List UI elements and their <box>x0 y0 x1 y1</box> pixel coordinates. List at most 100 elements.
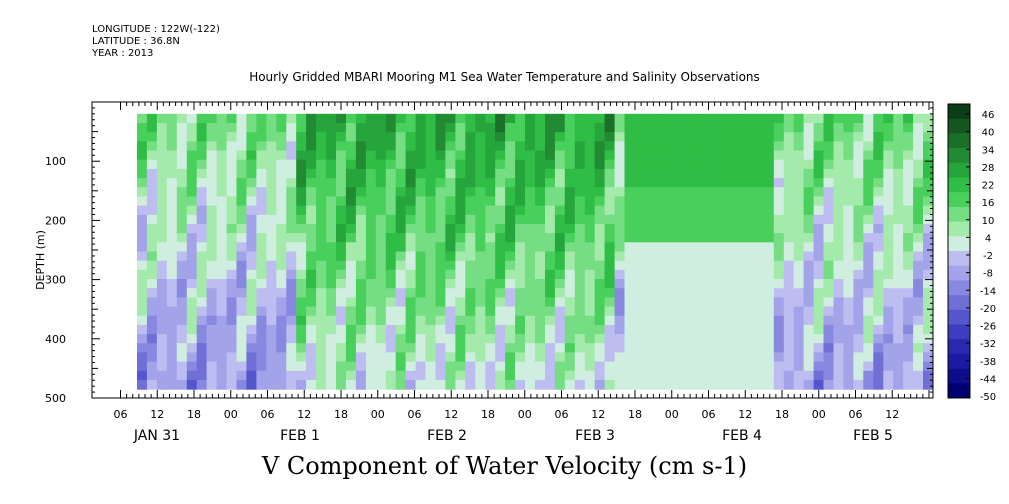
heatmap-cell <box>664 370 675 381</box>
heatmap-cell <box>236 324 247 335</box>
heatmap-cell <box>505 214 516 225</box>
heatmap-cell <box>216 123 228 133</box>
heatmap-cell <box>863 113 874 124</box>
heatmap-cell <box>316 343 327 353</box>
heatmap-cell <box>903 297 914 308</box>
heatmap-cell <box>415 141 427 152</box>
heatmap-cell <box>704 361 715 372</box>
heatmap-cell <box>923 260 934 271</box>
heatmap-cell <box>743 306 755 317</box>
heatmap-cell <box>505 306 516 317</box>
heatmap-cell <box>803 242 815 253</box>
heatmap-cell <box>236 306 247 317</box>
heatmap-cell <box>345 168 357 179</box>
heatmap-cell <box>385 205 397 216</box>
heatmap-cell <box>276 233 287 243</box>
heatmap-cell <box>385 187 397 197</box>
heatmap-cell <box>813 141 825 152</box>
heatmap-cell <box>734 269 745 280</box>
heatmap-cell <box>574 113 586 124</box>
heatmap-cell <box>365 324 377 335</box>
heatmap-cell <box>873 343 884 353</box>
heatmap-cell <box>684 123 695 133</box>
heatmap-cell <box>525 297 536 308</box>
colorbar-frame <box>947 103 971 399</box>
heatmap-cell <box>823 224 834 234</box>
heatmap-cell <box>823 279 834 289</box>
heatmap-cell <box>286 260 297 271</box>
heatmap-cell <box>355 205 367 216</box>
heatmap-cell <box>156 269 168 280</box>
heatmap-cell <box>923 113 934 124</box>
heatmap-cell <box>306 370 317 381</box>
heatmap-cell <box>485 141 496 152</box>
heatmap-cell <box>763 132 775 142</box>
heatmap-cell <box>634 178 645 188</box>
heatmap-cell <box>823 251 834 262</box>
heatmap-cell <box>395 113 407 124</box>
heatmap-cell <box>345 113 357 124</box>
heatmap-cell <box>903 214 914 225</box>
heatmap-cell <box>893 233 904 243</box>
heatmap-cell <box>345 141 357 152</box>
heatmap-cell <box>385 141 397 152</box>
heatmap-cell <box>266 159 277 170</box>
heatmap-cell <box>604 251 616 262</box>
y-axis-label: DEPTH (m) <box>34 230 47 290</box>
heatmap-cell <box>734 132 745 142</box>
heatmap-cell <box>296 334 307 344</box>
heatmap-cell <box>644 334 655 344</box>
heatmap-cell <box>853 251 864 262</box>
heatmap-cell <box>853 113 864 124</box>
heatmap-cell <box>256 306 267 317</box>
heatmap-cell <box>664 288 675 298</box>
heatmap-cell <box>316 178 327 188</box>
heatmap-cell <box>903 159 914 170</box>
heatmap-cell <box>704 178 715 188</box>
heatmap-cell <box>286 178 297 188</box>
heatmap-cell <box>206 297 218 308</box>
heatmap-cell <box>724 214 735 225</box>
heatmap-cell <box>525 196 536 207</box>
heatmap-cell <box>345 324 357 335</box>
heatmap-cell <box>146 297 158 308</box>
heatmap-cell <box>425 334 436 344</box>
heatmap-cell <box>684 233 695 243</box>
heatmap-cell <box>176 159 188 170</box>
heatmap-cell <box>545 324 556 335</box>
heatmap-cell <box>535 297 546 308</box>
heatmap-cell <box>206 150 218 161</box>
heatmap-cell <box>186 242 198 253</box>
heatmap-cell <box>465 315 476 326</box>
heatmap-cell <box>146 343 158 353</box>
heatmap-cell <box>156 379 168 390</box>
heatmap-cell <box>843 379 854 390</box>
heatmap-cell <box>326 324 337 335</box>
heatmap-cell <box>525 187 536 197</box>
heatmap-cell <box>614 251 626 262</box>
heatmap-cell <box>584 379 596 390</box>
heatmap-cell <box>266 233 277 243</box>
heatmap-cell <box>216 187 228 197</box>
heatmap-cell <box>644 113 655 124</box>
heatmap-cell <box>385 159 397 170</box>
heatmap-cell <box>336 224 347 234</box>
heatmap-cell <box>584 233 596 243</box>
heatmap-cell <box>813 315 825 326</box>
colorbar-swatch <box>948 339 970 355</box>
heatmap-cell <box>286 224 297 234</box>
heatmap-cell <box>365 242 377 253</box>
heatmap-cell <box>554 159 566 170</box>
heatmap-cell <box>624 159 635 170</box>
heatmap-cell <box>903 334 914 344</box>
heatmap-cell <box>435 214 446 225</box>
heatmap-cell <box>345 150 357 161</box>
heatmap-cell <box>256 150 267 161</box>
heatmap-cell <box>843 242 854 253</box>
heatmap-cell <box>554 279 566 289</box>
heatmap-cell <box>475 324 486 335</box>
heatmap-cell <box>336 269 347 280</box>
heatmap-cell <box>913 123 924 133</box>
heatmap-cell <box>246 159 257 170</box>
heatmap-cell <box>395 205 407 216</box>
